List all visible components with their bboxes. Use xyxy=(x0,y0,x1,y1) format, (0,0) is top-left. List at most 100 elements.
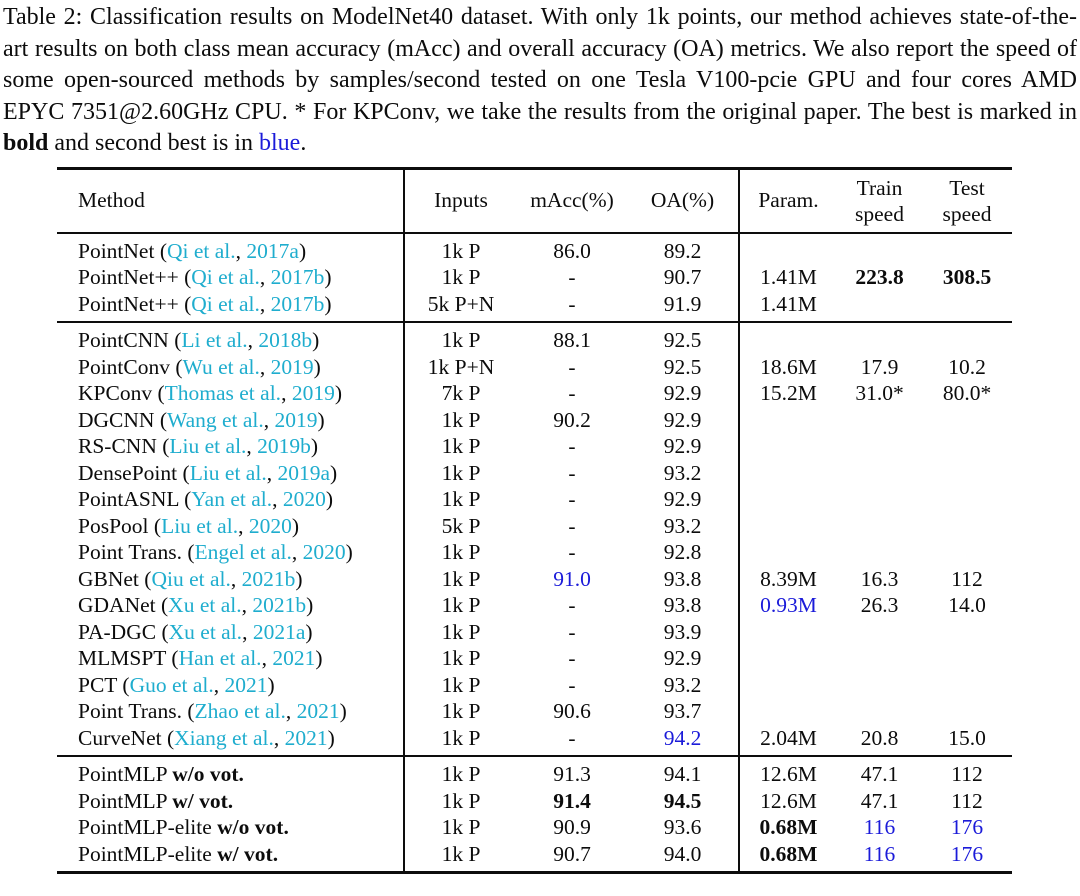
method-cell: PointMLP w/ vot. xyxy=(57,788,404,815)
train-speed-cell xyxy=(837,407,922,434)
method-cell: PointNet++ (Qi et al., 2017b) xyxy=(78,291,332,316)
macc-cell: 86.0 xyxy=(553,238,591,263)
citation-year-link[interactable]: 2019 xyxy=(274,407,318,432)
table-row: KPConv (Thomas et al., 2019) 7k P - 92.9 15.… xyxy=(57,380,1012,407)
citation-year-link[interactable]: 2021b xyxy=(241,566,296,591)
citation-link[interactable]: Liu et al. xyxy=(189,460,267,485)
bold-keyword: bold xyxy=(3,130,49,156)
inputs-cell: 1k P xyxy=(403,459,517,486)
citation-link[interactable]: Han et al. xyxy=(178,646,262,670)
test-speed-cell xyxy=(922,645,1012,672)
inputs-cell: 1k P xyxy=(403,406,517,433)
citation-year-link[interactable]: 2021 xyxy=(224,672,268,697)
test-speed-cell: 112 xyxy=(951,788,983,813)
citation-link[interactable]: Engel et al. xyxy=(194,540,292,564)
macc-cell: - xyxy=(568,381,576,405)
table-row: DensePoint (Liu et al., 2019a) 1k P - 93.2 xyxy=(57,459,1012,486)
caption-text: and second best is in xyxy=(48,130,260,156)
citation-link[interactable]: Thomas et al. xyxy=(164,381,282,405)
inputs-cell: 1k P xyxy=(403,840,517,873)
citation-link[interactable]: Yan et al. xyxy=(191,487,273,511)
table-row: PointMLP w/o vot. 1k P 91.3 94.1 12.6M 47.1 11… xyxy=(57,755,1012,788)
method-cell: PointMLP-elite w/ vot. xyxy=(57,841,404,873)
param-cell xyxy=(738,433,837,460)
citation-year-link[interactable]: 2021 xyxy=(296,699,340,723)
param-cell: 8.39M xyxy=(738,565,837,592)
citation-year-link[interactable]: 2020 xyxy=(282,487,326,511)
table-row: PointMLP-elite w/o vot. 1k P 90.9 93.6 0.68M… xyxy=(57,814,1012,841)
test-speed-cell: 176 xyxy=(950,815,984,839)
citation-year-link[interactable]: 2020 xyxy=(248,513,292,538)
citation-year-link[interactable]: 2019 xyxy=(291,381,335,405)
caption-text: Table 2: Classification results on Model… xyxy=(3,4,1077,125)
method-cell: DGCNN (Wang et al., 2019) xyxy=(78,407,325,432)
method-name: MLMSPT xyxy=(78,646,167,670)
macc-cell: 91.0 xyxy=(553,566,591,591)
citation-year-link[interactable]: 2019b xyxy=(257,434,311,458)
inputs-cell: 1k P xyxy=(403,592,517,619)
inputs-cell: 5k P xyxy=(403,512,517,539)
citation-link[interactable]: Qi et al. xyxy=(191,291,260,316)
table-row: Point Trans. (Zhao et al., 2021) 1k P 90.6… xyxy=(57,698,1012,725)
citation-year-link[interactable]: 2021b xyxy=(252,593,307,617)
test-speed-cell: 176 xyxy=(950,841,984,866)
citation-link[interactable]: Wu et al. xyxy=(182,354,260,379)
table-row: PointConv (Wu et al., 2019) 1k P+N - 92.5 18… xyxy=(57,353,1012,380)
citation-link[interactable]: Qi et al. xyxy=(191,265,260,289)
method-name: DensePoint xyxy=(78,460,178,485)
table-row: RS-CNN (Liu et al., 2019b) 1k P - 92.9 xyxy=(57,433,1012,460)
citation-link[interactable]: Liu et al. xyxy=(169,434,247,458)
param-cell: 0.68M xyxy=(738,840,837,873)
method-variant: w/ vot. xyxy=(217,841,279,866)
citation-year-link[interactable]: 2020 xyxy=(302,540,346,564)
citation-year-link[interactable]: 2019 xyxy=(270,354,314,379)
method-name: PA-DGC xyxy=(78,619,157,644)
param-cell xyxy=(738,321,837,354)
citation-year-link[interactable]: 2017b xyxy=(270,265,325,289)
oa-cell: 92.5 xyxy=(663,354,702,379)
oa-cell: 94.5 xyxy=(663,788,702,813)
train-speed-cell: 17.9 xyxy=(860,354,899,379)
citation-link[interactable]: Qi et al. xyxy=(167,238,236,263)
train-speed-cell xyxy=(837,291,922,323)
inputs-cell: 1k P xyxy=(403,433,517,460)
citation-year-link[interactable]: 2017b xyxy=(270,291,325,316)
blue-keyword: blue xyxy=(259,130,301,156)
citation-link[interactable]: Xu et al. xyxy=(168,619,243,644)
test-speed-cell: 10.2 xyxy=(948,354,986,379)
citation-link[interactable]: Qiu et al. xyxy=(151,566,231,591)
macc-cell: - xyxy=(568,460,576,485)
citation-link[interactable]: Xiang et al. xyxy=(174,725,274,750)
method-cell: PointNet++ (Qi et al., 2017b) xyxy=(78,265,332,289)
method-cell: PCT (Guo et al., 2021) xyxy=(78,672,275,697)
table-row: PointMLP-elite w/ vot. 1k P 90.7 94.0 0.68M 1… xyxy=(57,840,1012,873)
citation-year-link[interactable]: 2019a xyxy=(277,460,330,485)
test-speed-cell xyxy=(922,291,1012,323)
table-row: PA-DGC (Xu et al., 2021a) 1k P - 93.9 xyxy=(57,618,1012,645)
method-cell: GBNet (Qiu et al., 2021b) xyxy=(78,566,303,591)
param-cell xyxy=(738,232,837,264)
method-name: RS-CNN xyxy=(78,434,157,458)
test-speed-cell xyxy=(922,698,1012,725)
table-row: MLMSPT (Han et al., 2021) 1k P - 92.9 xyxy=(57,645,1012,672)
citation-link[interactable]: Xu et al. xyxy=(168,593,242,617)
citation-link[interactable]: Zhao et al. xyxy=(194,699,286,723)
table-group-3: PointMLP w/o vot. 1k P 91.3 94.1 12.6M 47.1 11… xyxy=(57,755,1012,873)
citation-year-link[interactable]: 2021 xyxy=(284,725,328,750)
citation-link[interactable]: Guo et al. xyxy=(129,672,214,697)
citation-year-link[interactable]: 2021 xyxy=(272,646,316,670)
macc-cell: - xyxy=(568,619,576,644)
method-cell: Point Trans. (Engel et al., 2020) xyxy=(78,540,353,564)
citation-link[interactable]: Li et al. xyxy=(181,328,248,352)
inputs-cell: 7k P xyxy=(403,380,517,407)
citation-year-link[interactable]: 2021a xyxy=(252,619,306,644)
citation-year-link[interactable]: 2017a xyxy=(246,238,299,263)
citation-link[interactable]: Liu et al. xyxy=(161,513,239,538)
col-header-macc: mAcc(%) xyxy=(517,168,627,234)
macc-cell: 90.2 xyxy=(553,407,591,432)
train-speed-cell xyxy=(837,513,922,540)
macc-cell: - xyxy=(568,265,576,289)
citation-year-link[interactable]: 2018b xyxy=(258,328,313,352)
macc-cell: 91.4 xyxy=(553,788,591,813)
citation-link[interactable]: Wang et al. xyxy=(167,407,264,432)
